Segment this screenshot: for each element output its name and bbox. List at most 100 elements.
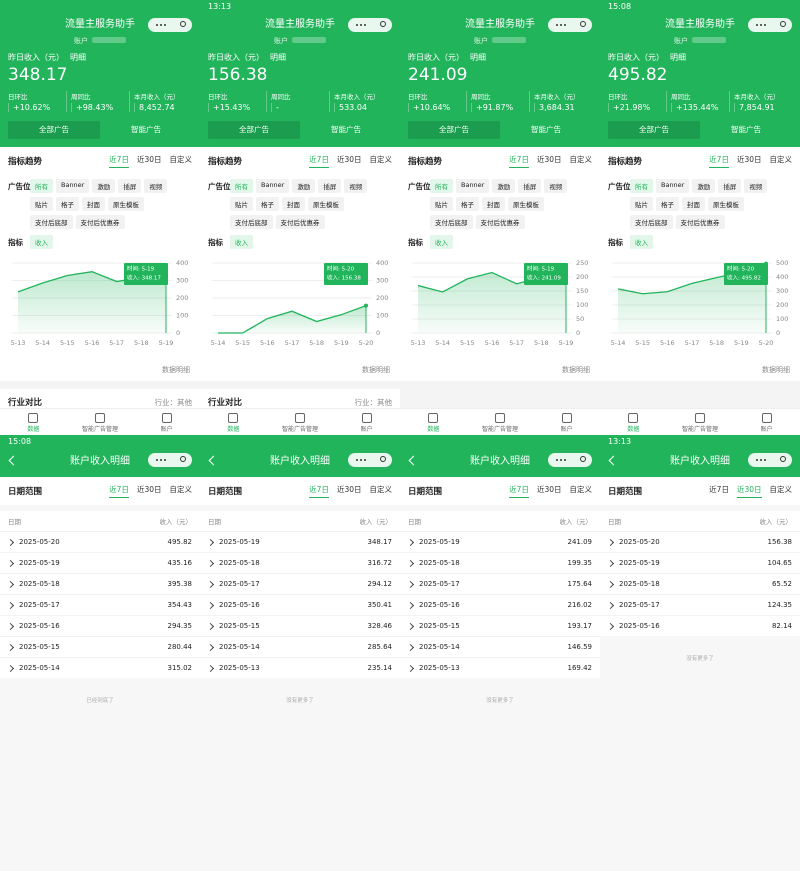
back-button[interactable] <box>408 455 419 466</box>
capsule[interactable] <box>748 18 792 32</box>
slot-chip[interactable]: 插屏 <box>118 179 142 193</box>
detail-link[interactable]: 明细 <box>270 53 286 62</box>
slot-chip[interactable]: 封面 <box>482 197 505 211</box>
table-row[interactable]: 2025-05-18 316.72 <box>200 552 400 573</box>
slot-chip[interactable]: 支付后优惠券 <box>275 215 325 229</box>
slot-chip[interactable]: 封面 <box>82 197 105 211</box>
slot-chip[interactable]: 视频 <box>144 179 168 193</box>
table-row[interactable]: 2025-05-14 315.02 <box>0 657 200 678</box>
slot-chip[interactable]: 所有 <box>430 179 453 193</box>
slot-chip[interactable]: 视频 <box>544 179 568 193</box>
table-row[interactable]: 2025-05-19 348.17 <box>200 531 400 552</box>
tab-button[interactable]: 全部广告 <box>608 121 700 139</box>
table-row[interactable]: 2025-05-20 495.82 <box>0 531 200 552</box>
tab-item[interactable]: 数据 <box>200 409 267 435</box>
table-row[interactable]: 2025-05-18 395.38 <box>0 573 200 594</box>
table-row[interactable]: 2025-05-13 169.42 <box>400 657 600 678</box>
range-tab[interactable]: 近7日 <box>309 484 329 498</box>
tab-item[interactable]: 数据 <box>0 409 67 435</box>
slot-chip[interactable]: 激励 <box>492 179 516 193</box>
tab-item[interactable]: 账户 <box>333 409 400 435</box>
back-button[interactable] <box>608 455 619 466</box>
table-row[interactable]: 2025-05-13 235.14 <box>200 657 400 678</box>
slot-chip[interactable]: 激励 <box>692 179 716 193</box>
range-tab[interactable]: 自定义 <box>369 155 393 164</box>
slot-chip[interactable]: 支付后底部 <box>430 215 473 229</box>
data-detail-link[interactable]: 数据明细 <box>362 366 390 374</box>
slot-chip[interactable]: 原生模板 <box>308 197 344 211</box>
tab-button[interactable]: 智能广告 <box>531 125 561 134</box>
range-tab[interactable]: 近7日 <box>509 484 529 498</box>
slot-chip[interactable]: 所有 <box>630 179 653 193</box>
back-button[interactable] <box>8 455 19 466</box>
table-row[interactable]: 2025-05-16 294.35 <box>0 615 200 636</box>
slot-chip[interactable]: 贴片 <box>430 197 453 211</box>
capsule[interactable] <box>748 453 792 467</box>
metric-chip[interactable]: 收入 <box>30 235 53 249</box>
slot-chip[interactable]: 贴片 <box>630 197 653 211</box>
table-row[interactable]: 2025-05-15 193.17 <box>400 615 600 636</box>
slot-chip[interactable]: 插屏 <box>518 179 542 193</box>
slot-chip[interactable]: 所有 <box>230 179 253 193</box>
slot-chip[interactable]: 封面 <box>682 197 705 211</box>
slot-chip[interactable]: 插屏 <box>718 179 742 193</box>
slot-chip[interactable]: 激励 <box>292 179 316 193</box>
table-row[interactable]: 2025-05-17 294.12 <box>200 573 400 594</box>
table-row[interactable]: 2025-05-15 328.46 <box>200 615 400 636</box>
tab-item[interactable]: 智能广告管理 <box>67 409 134 435</box>
slot-chip[interactable]: 视频 <box>344 179 368 193</box>
range-tab[interactable]: 近30日 <box>336 155 362 164</box>
slot-chip[interactable]: 格子 <box>56 197 79 211</box>
data-detail-link[interactable]: 数据明细 <box>162 366 190 374</box>
slot-chip[interactable]: 所有 <box>30 179 53 193</box>
tab-button[interactable]: 全部广告 <box>8 121 100 139</box>
table-row[interactable]: 2025-05-19 435.16 <box>0 552 200 573</box>
slot-chip[interactable]: 格子 <box>256 197 279 211</box>
range-tab[interactable]: 近7日 <box>709 485 729 494</box>
slot-chip[interactable]: Banner <box>456 179 490 193</box>
tab-item[interactable]: 智能广告管理 <box>467 409 534 435</box>
capsule[interactable] <box>348 453 392 467</box>
slot-chip[interactable]: Banner <box>256 179 290 193</box>
slot-chip[interactable]: 原生模板 <box>108 197 144 211</box>
capsule[interactable] <box>548 18 592 32</box>
tab-item[interactable]: 账户 <box>533 409 600 435</box>
tab-button[interactable]: 智能广告 <box>731 125 761 134</box>
range-tab[interactable]: 近7日 <box>309 154 329 168</box>
metric-chip[interactable]: 收入 <box>430 235 453 249</box>
tab-button[interactable]: 全部广告 <box>408 121 500 139</box>
range-tab[interactable]: 近7日 <box>509 154 529 168</box>
range-tab[interactable]: 近7日 <box>109 484 129 498</box>
range-tab[interactable]: 近7日 <box>709 154 729 168</box>
table-row[interactable]: 2025-05-16 350.41 <box>200 594 400 615</box>
table-row[interactable]: 2025-05-20 156.38 <box>600 531 800 552</box>
slot-chip[interactable]: 支付后底部 <box>230 215 273 229</box>
slot-chip[interactable]: 激励 <box>92 179 116 193</box>
data-detail-link[interactable]: 数据明细 <box>562 366 590 374</box>
tab-button[interactable]: 智能广告 <box>131 125 161 134</box>
slot-chip[interactable]: 支付后底部 <box>630 215 673 229</box>
tab-item[interactable]: 数据 <box>600 409 667 435</box>
data-detail-link[interactable]: 数据明细 <box>762 366 790 374</box>
table-row[interactable]: 2025-05-15 280.44 <box>0 636 200 657</box>
slot-chip[interactable]: 格子 <box>456 197 479 211</box>
slot-chip[interactable]: 支付后优惠券 <box>475 215 525 229</box>
range-tab[interactable]: 近30日 <box>136 485 162 494</box>
table-row[interactable]: 2025-05-16 216.02 <box>400 594 600 615</box>
capsule[interactable] <box>348 18 392 32</box>
tab-button[interactable]: 全部广告 <box>208 121 300 139</box>
slot-chip[interactable]: 视频 <box>744 179 768 193</box>
tab-item[interactable]: 智能广告管理 <box>667 409 734 435</box>
slot-chip[interactable]: 插屏 <box>318 179 342 193</box>
range-tab[interactable]: 自定义 <box>769 485 793 494</box>
detail-link[interactable]: 明细 <box>670 53 686 62</box>
table-row[interactable]: 2025-05-14 285.64 <box>200 636 400 657</box>
capsule[interactable] <box>548 453 592 467</box>
tab-item[interactable]: 账户 <box>733 409 800 435</box>
slot-chip[interactable]: 格子 <box>656 197 679 211</box>
detail-link[interactable]: 明细 <box>470 53 486 62</box>
range-tab[interactable]: 近30日 <box>336 485 362 494</box>
tab-item[interactable]: 数据 <box>400 409 467 435</box>
table-row[interactable]: 2025-05-14 146.59 <box>400 636 600 657</box>
range-tab[interactable]: 自定义 <box>369 485 393 494</box>
